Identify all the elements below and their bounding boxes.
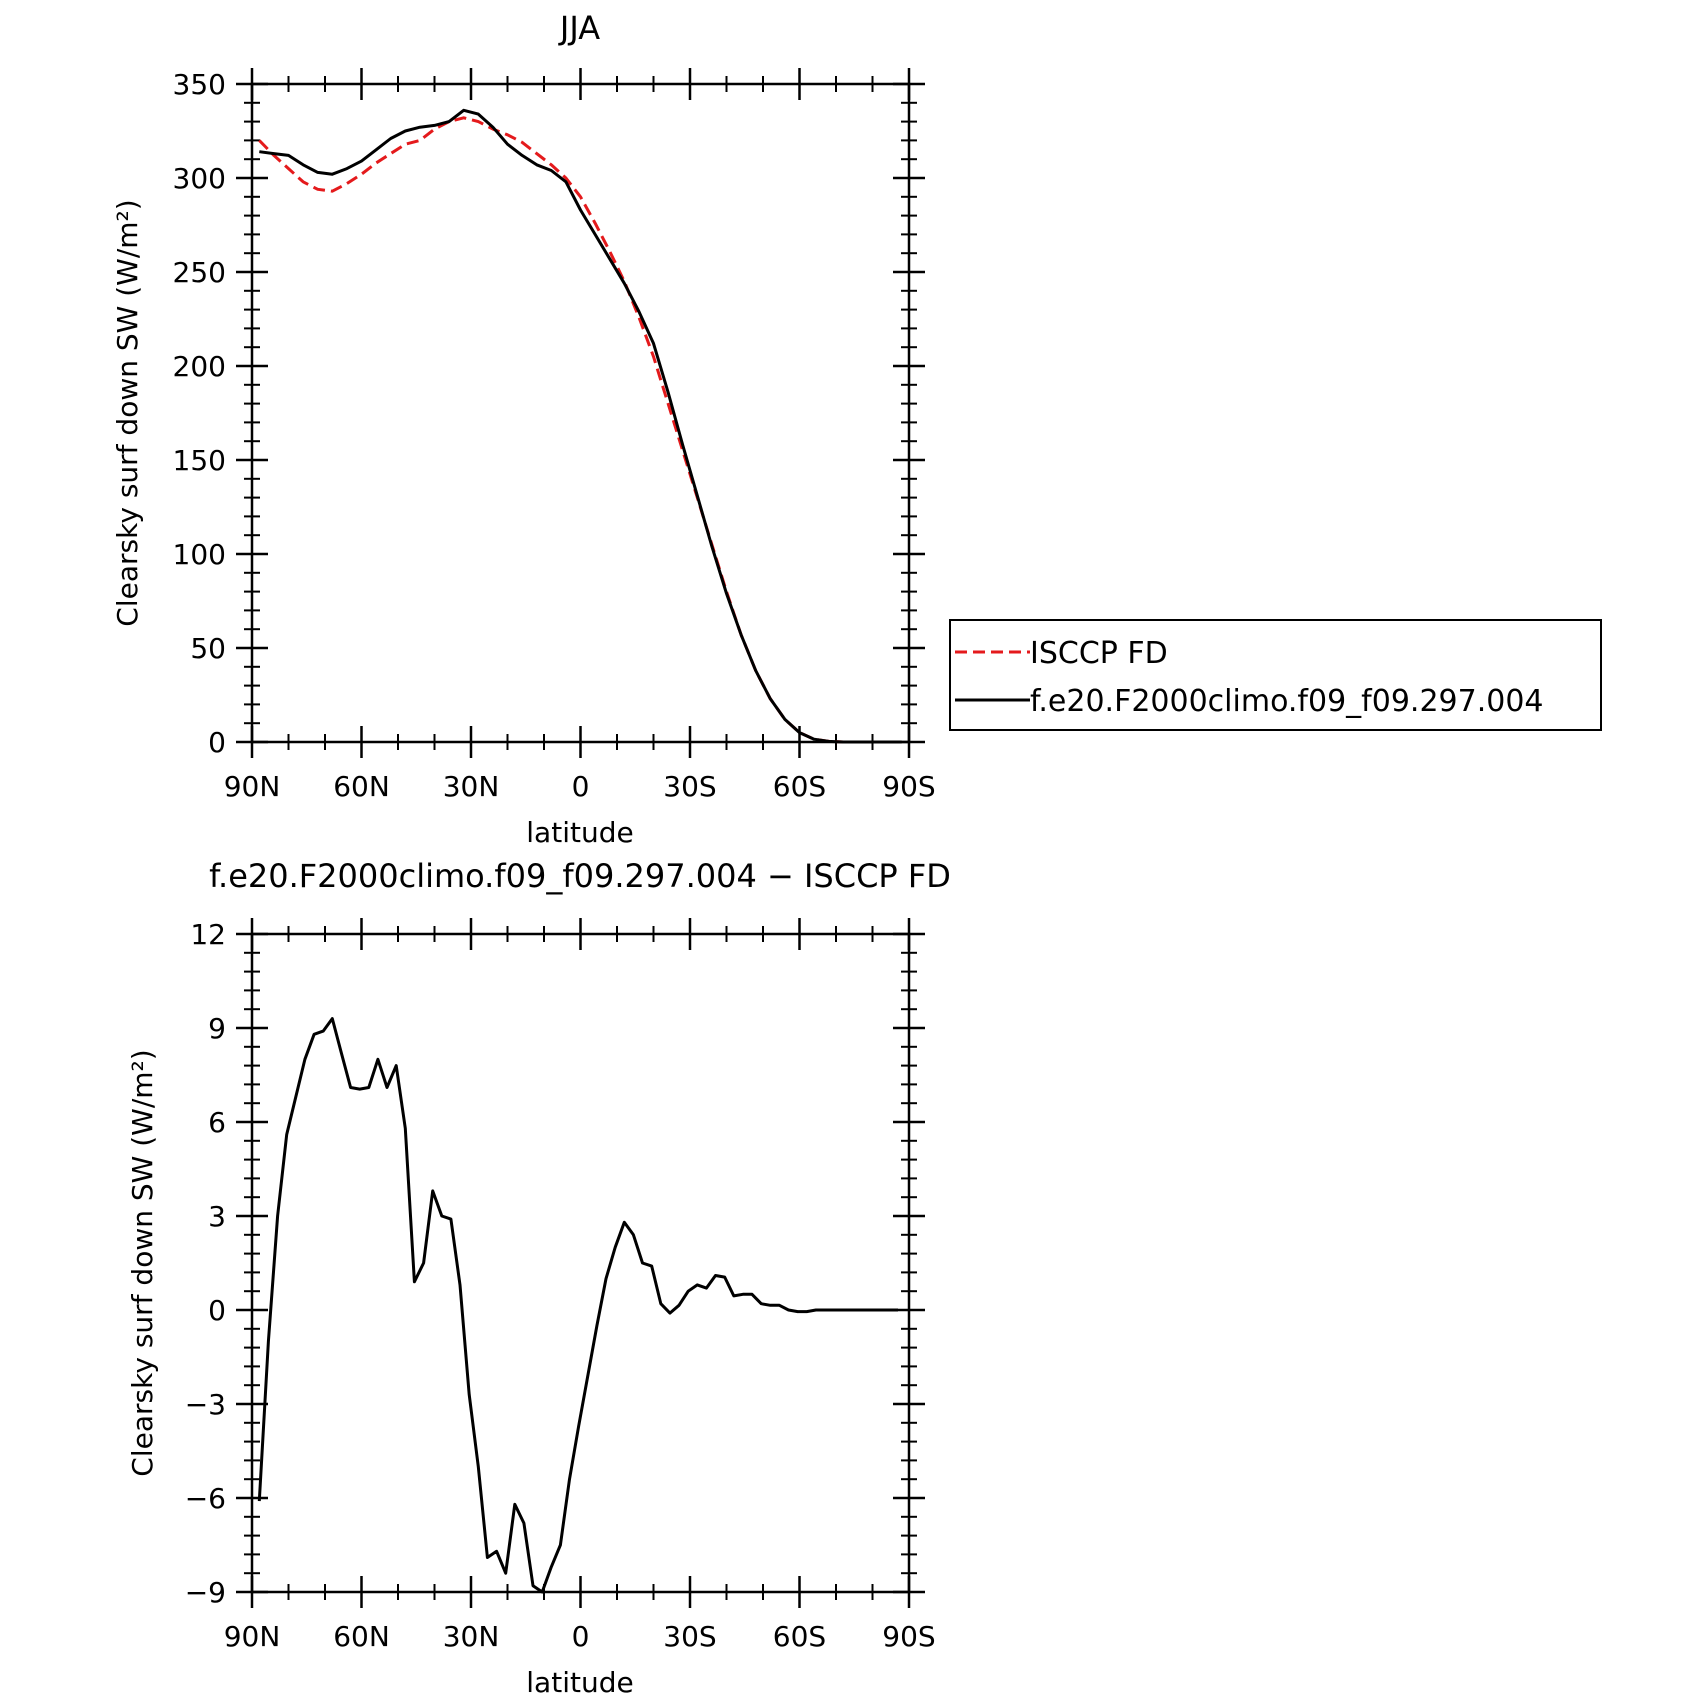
bottom-panel-y-tick-labels: −9 −6 −3 0 3 6 9 12	[185, 918, 226, 1609]
y-tick-label: −6	[185, 1482, 226, 1515]
x-tick-label: 30N	[443, 1620, 500, 1653]
x-tick-label: 60S	[773, 1620, 826, 1653]
y-tick-label: 200	[173, 350, 226, 383]
top-panel-y-axis-label: Clearsky surf down SW (W/m²)	[111, 199, 144, 626]
x-tick-label: 90N	[224, 1620, 281, 1653]
x-tick-label: 60S	[773, 770, 826, 803]
top-panel-x-tick-labels: 90N 60N 30N 0 30S 60S 90S	[224, 770, 936, 803]
y-tick-label: 100	[173, 538, 226, 571]
bottom-panel-x-axis-label: latitude	[526, 1666, 633, 1699]
series-line-1	[259, 108, 902, 744]
series-line-0	[257, 1017, 898, 1594]
legend-box	[949, 619, 1602, 731]
x-tick-label: 90S	[882, 1620, 935, 1653]
bottom-panel-lines	[257, 1017, 898, 1594]
bottom-panel-title: f.e20.F2000climo.f09_f09.297.004 − ISCCP…	[209, 857, 951, 895]
bottom-panel-y-axis-label: Clearsky surf down SW (W/m²)	[126, 1049, 159, 1476]
x-tick-label: 60N	[333, 1620, 390, 1653]
y-tick-label: 3	[208, 1200, 226, 1233]
x-tick-label: 0	[572, 770, 590, 803]
y-tick-label: 150	[173, 444, 226, 477]
bottom-panel-x-tick-labels: 90N 60N 30N 0 30S 60S 90S	[224, 1620, 936, 1653]
y-tick-label: 9	[208, 1012, 226, 1045]
y-tick-label: 350	[173, 68, 226, 101]
bottom-panel-frame	[250, 932, 911, 1594]
bottom-panel: f.e20.F2000climo.f09_f09.297.004 − ISCCP…	[126, 857, 951, 1699]
legend-label-model: f.e20.F2000climo.f09_f09.297.004	[1030, 684, 1544, 719]
bottom-panel-ticks	[236, 918, 925, 1608]
x-tick-label: 90N	[224, 770, 281, 803]
y-tick-label: −3	[185, 1388, 226, 1421]
legend-label-isccp: ISCCP FD	[1030, 636, 1168, 671]
top-panel-frame	[250, 82, 911, 744]
y-tick-label: 0	[208, 726, 226, 759]
top-panel-x-axis-label: latitude	[526, 816, 633, 849]
x-tick-label: 30N	[443, 770, 500, 803]
x-tick-label: 30S	[663, 770, 716, 803]
y-tick-label: 0	[208, 1294, 226, 1327]
top-panel-title: JJA	[558, 9, 600, 47]
legend: ISCCP FD f.e20.F2000climo.f09_f09.297.00…	[949, 619, 1602, 731]
y-tick-label: −9	[185, 1576, 226, 1609]
y-tick-label: 12	[190, 918, 226, 951]
top-panel-lines	[258, 108, 902, 744]
top-panel: JJA 90N 60N 30N 0 30S 60S 90S 0 50 100 150 200 250 3…	[111, 9, 1602, 849]
x-tick-label: 90S	[882, 770, 935, 803]
y-tick-label: 6	[208, 1106, 226, 1139]
x-tick-label: 60N	[333, 770, 390, 803]
x-tick-label: 30S	[663, 1620, 716, 1653]
top-panel-y-tick-labels: 0 50 100 150 200 250 300 350	[173, 68, 226, 759]
y-tick-label: 250	[173, 256, 226, 289]
y-tick-label: 50	[190, 632, 226, 665]
x-tick-label: 0	[572, 1620, 590, 1653]
y-tick-label: 300	[173, 162, 226, 195]
